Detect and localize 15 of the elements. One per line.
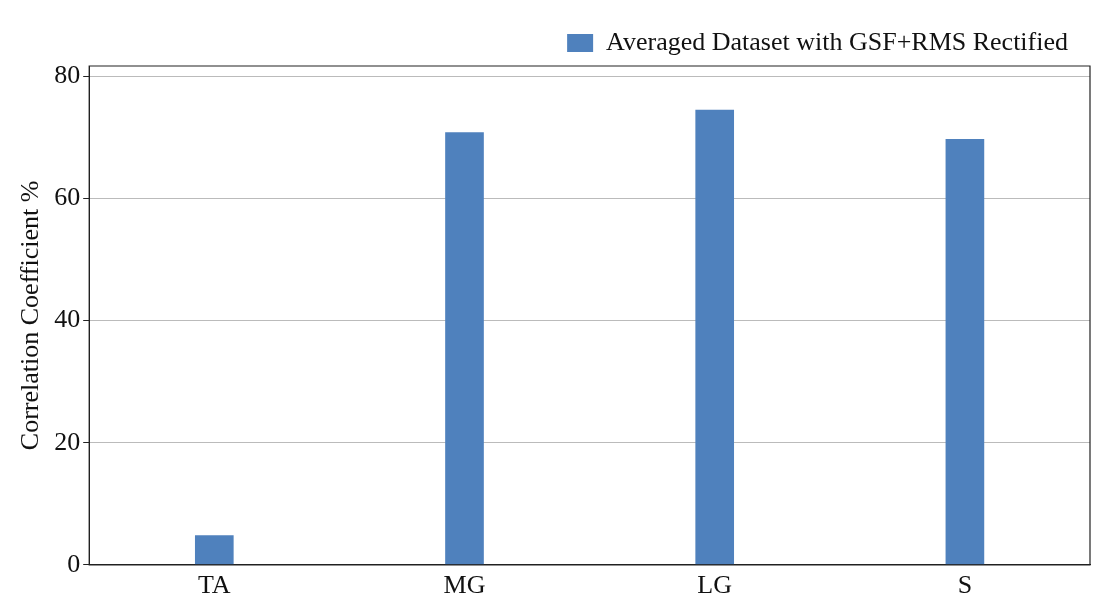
legend-label: Averaged Dataset with GSF+RMS Rectified <box>606 26 1069 56</box>
x-tick-label: TA <box>198 570 231 600</box>
bar <box>194 535 234 565</box>
bar <box>695 109 735 565</box>
bar <box>945 138 985 565</box>
y-tick-label: 80 <box>54 60 81 90</box>
bar <box>445 132 484 565</box>
y-tick-label: 60 <box>54 182 81 212</box>
y-tick-label: 40 <box>54 304 81 334</box>
x-tick-label: S <box>957 570 973 600</box>
x-tick-label: MG <box>443 570 486 600</box>
y-tick-label: 0 <box>67 548 81 578</box>
y-tick-label: 20 <box>54 426 81 456</box>
x-tick-label: LG <box>697 570 733 600</box>
y-axis-title: Correlation Coefficient % <box>15 180 45 451</box>
